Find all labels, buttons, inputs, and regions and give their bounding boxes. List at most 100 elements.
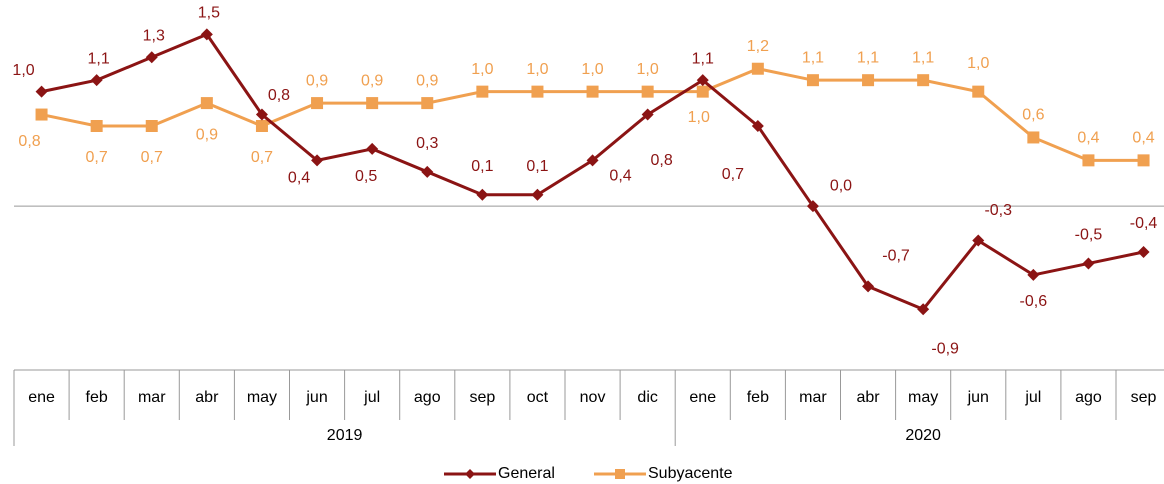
x-tick-label: ago <box>414 389 441 406</box>
point <box>862 74 875 87</box>
x-tick-label: oct <box>527 389 549 406</box>
point <box>862 280 875 293</box>
point <box>641 85 654 98</box>
data-label: 0,7 <box>722 166 744 183</box>
point <box>531 188 544 201</box>
data-label: -0,5 <box>1075 227 1103 244</box>
point <box>311 154 324 167</box>
point <box>1027 268 1040 281</box>
data-label: -0,3 <box>984 202 1012 219</box>
point <box>1027 131 1040 144</box>
data-label: 0,4 <box>288 170 310 187</box>
data-label: 1,1 <box>802 49 824 66</box>
data-label: 0,8 <box>651 152 673 169</box>
data-label: 1,0 <box>688 109 710 126</box>
data-label: 0,3 <box>416 135 438 152</box>
point <box>90 74 103 87</box>
series-line <box>41 67 1144 162</box>
data-label: 0,8 <box>18 133 40 150</box>
x-tick-label: jul <box>1024 389 1041 406</box>
x-tick-label: sep <box>469 389 495 406</box>
point <box>806 74 819 87</box>
point <box>145 120 158 132</box>
data-label: 1,3 <box>143 27 165 44</box>
point <box>1082 257 1095 270</box>
data-label: 0,7 <box>251 149 273 166</box>
point <box>806 200 819 213</box>
point <box>586 85 599 98</box>
point <box>311 97 324 110</box>
data-label: 0,6 <box>1022 107 1044 124</box>
point <box>586 154 599 167</box>
point <box>917 74 930 87</box>
point <box>255 108 268 121</box>
data-label: 1,5 <box>198 5 220 22</box>
point <box>476 188 489 201</box>
x-tick-label: abr <box>856 389 880 406</box>
data-label: 1,0 <box>581 61 603 78</box>
data-label: 0,4 <box>1077 130 1099 147</box>
data-label: -0,4 <box>1130 215 1158 232</box>
point <box>200 97 213 110</box>
data-label: -0,6 <box>1020 293 1048 310</box>
legend-marker <box>465 469 475 479</box>
data-label: -0,9 <box>931 340 959 357</box>
legend-marker <box>615 469 625 479</box>
data-label: 1,1 <box>857 49 879 66</box>
point <box>421 97 434 110</box>
point <box>1137 246 1150 258</box>
x-tick-label: mar <box>138 389 166 406</box>
data-label: 1,0 <box>471 61 493 78</box>
point <box>35 85 48 98</box>
data-label: 0,4 <box>609 168 631 185</box>
data-label: 0,9 <box>306 72 328 89</box>
x-tick-label: feb <box>86 389 108 406</box>
point <box>35 108 48 121</box>
point <box>1082 154 1095 167</box>
data-label: 1,0 <box>967 55 989 72</box>
data-label: 1,0 <box>637 61 659 78</box>
data-label: 0,7 <box>141 149 163 166</box>
point <box>421 165 434 178</box>
data-label: 1,0 <box>12 62 34 79</box>
point <box>366 142 379 155</box>
point <box>90 120 103 132</box>
point <box>917 303 930 316</box>
data-label: 0,9 <box>416 72 438 89</box>
group-label: 2020 <box>905 427 941 444</box>
point <box>751 62 764 75</box>
x-tick-label: feb <box>747 389 769 406</box>
point <box>255 120 268 132</box>
x-tick-label: dic <box>637 389 657 406</box>
point <box>1137 154 1150 167</box>
point <box>366 97 379 110</box>
point <box>696 74 709 87</box>
data-label: 0,8 <box>268 87 290 104</box>
legend-label: Subyacente <box>648 465 733 482</box>
x-tick-label: nov <box>580 389 606 406</box>
x-tick-label: abr <box>195 389 219 406</box>
data-label: 1,0 <box>526 61 548 78</box>
data-label: 0,9 <box>196 126 218 143</box>
data-label: 0,1 <box>471 158 493 175</box>
legend-label: General <box>498 465 555 482</box>
x-tick-label: may <box>247 389 277 406</box>
data-label: 0,1 <box>526 158 548 175</box>
x-tick-label: mar <box>799 389 827 406</box>
point <box>972 234 985 247</box>
data-label: 1,1 <box>692 50 714 67</box>
data-label: 1,1 <box>88 50 110 67</box>
data-label: 0,9 <box>361 72 383 89</box>
x-tick-label: ene <box>689 389 716 406</box>
data-label: 1,1 <box>912 49 934 66</box>
x-tick-label: ene <box>28 389 55 406</box>
data-label: 0,5 <box>355 168 377 185</box>
x-tick-label: ago <box>1075 389 1102 406</box>
data-label: 0,4 <box>1132 130 1154 147</box>
x-tick-label: jul <box>363 389 380 406</box>
x-tick-label: jun <box>967 389 989 406</box>
point <box>972 85 985 98</box>
point <box>531 85 544 98</box>
point <box>696 85 709 98</box>
